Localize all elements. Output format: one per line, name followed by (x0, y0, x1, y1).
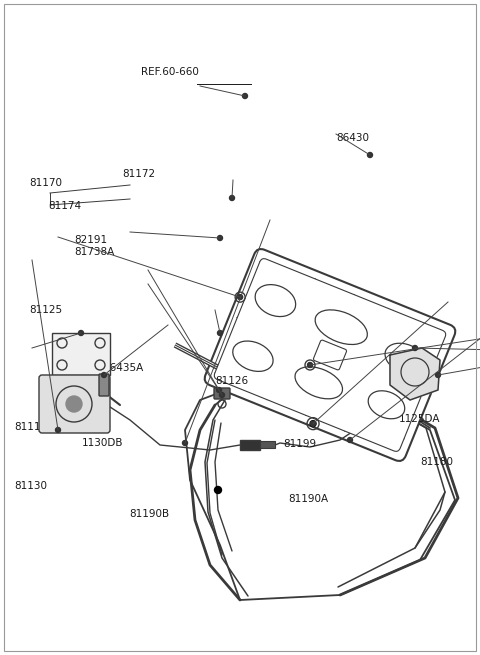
Text: 81738A: 81738A (74, 247, 115, 257)
Circle shape (310, 421, 316, 426)
Circle shape (56, 428, 60, 432)
Ellipse shape (295, 367, 343, 399)
Text: 81110: 81110 (14, 422, 48, 432)
Text: 81130: 81130 (14, 481, 48, 491)
Text: REF.60-660: REF.60-660 (141, 67, 199, 77)
Circle shape (311, 421, 315, 426)
FancyBboxPatch shape (214, 259, 446, 451)
FancyBboxPatch shape (39, 375, 110, 433)
Text: 1130DB: 1130DB (82, 438, 123, 449)
Text: 81180: 81180 (420, 457, 453, 467)
Circle shape (217, 236, 223, 240)
Text: 81126: 81126 (215, 376, 248, 386)
Text: 86435A: 86435A (103, 363, 144, 373)
Circle shape (412, 345, 418, 350)
FancyBboxPatch shape (313, 340, 347, 370)
Text: 81125: 81125 (29, 305, 62, 315)
Circle shape (215, 487, 221, 493)
Circle shape (216, 388, 221, 392)
Circle shape (242, 94, 248, 98)
Text: 81170: 81170 (29, 178, 62, 189)
Text: 82191: 82191 (74, 235, 108, 246)
Circle shape (348, 438, 352, 443)
Polygon shape (390, 348, 440, 400)
FancyBboxPatch shape (99, 374, 109, 396)
Circle shape (435, 373, 441, 377)
Text: 81172: 81172 (122, 168, 156, 179)
Text: 81199: 81199 (283, 439, 316, 449)
Bar (240, 440, 260, 450)
Circle shape (308, 363, 312, 367)
Text: 81174: 81174 (48, 201, 81, 212)
Circle shape (368, 153, 372, 157)
Circle shape (238, 295, 242, 299)
Circle shape (79, 331, 84, 335)
Ellipse shape (368, 391, 405, 419)
Circle shape (308, 362, 312, 367)
Ellipse shape (385, 343, 425, 373)
FancyBboxPatch shape (204, 249, 456, 461)
FancyBboxPatch shape (214, 388, 230, 399)
Ellipse shape (315, 310, 367, 345)
Circle shape (217, 331, 223, 335)
Ellipse shape (233, 341, 273, 371)
Bar (260, 441, 275, 448)
Text: 81190B: 81190B (130, 509, 170, 519)
Circle shape (219, 392, 225, 398)
Ellipse shape (255, 285, 296, 316)
Circle shape (66, 396, 82, 412)
Circle shape (229, 195, 235, 200)
FancyBboxPatch shape (52, 333, 110, 375)
Text: 86430: 86430 (336, 132, 369, 143)
Circle shape (101, 373, 107, 377)
Text: 81190A: 81190A (288, 494, 328, 504)
Circle shape (182, 441, 188, 445)
Text: 1125DA: 1125DA (398, 414, 440, 424)
